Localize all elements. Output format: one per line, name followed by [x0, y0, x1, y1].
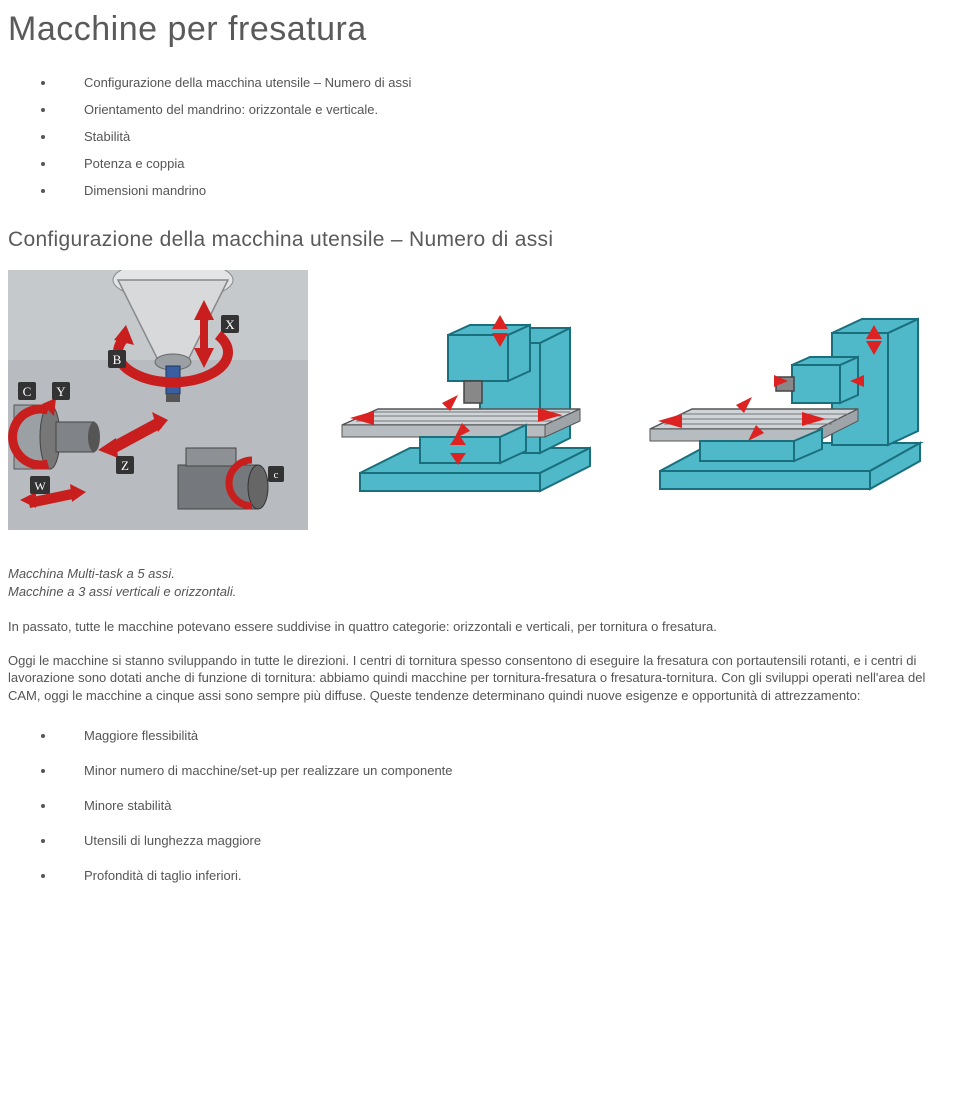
paragraph: In passato, tutte le macchine potevano e… [8, 618, 952, 636]
caption-2: Macchine a 3 assi verticali e orizzontal… [8, 583, 952, 601]
list-item: Orientamento del mandrino: orizzontale e… [56, 102, 952, 117]
horizontal-mill-illustration [642, 303, 932, 498]
page-title: Macchine per fresatura [8, 10, 952, 49]
list-item: Maggiore flessibilità [56, 728, 952, 743]
list-item: Utensili di lunghezza maggiore [56, 833, 952, 848]
list-item: Dimensioni mandrino [56, 183, 952, 198]
axis-label-y: Y [56, 384, 66, 399]
axis-label-w: W [34, 479, 46, 493]
list-item: Minore stabilità [56, 798, 952, 813]
list-item: Configurazione della macchina utensile –… [56, 75, 952, 90]
paragraph: Oggi le macchine si stanno sviluppando i… [8, 652, 952, 705]
multitask-5axis-illustration: X B C Y [8, 270, 308, 530]
caption-1: Macchina Multi-task a 5 assi. [8, 565, 952, 583]
bottom-bullet-list: Maggiore flessibilità Minor numero di ma… [56, 728, 952, 883]
vertical-mill-illustration [330, 303, 620, 498]
figure-captions: Macchina Multi-task a 5 assi. Macchine a… [8, 565, 952, 600]
section-heading: Configurazione della macchina utensile –… [8, 228, 952, 252]
axis-label-z: Z [121, 458, 129, 473]
list-item: Minor numero di macchine/set-up per real… [56, 763, 952, 778]
axis-label-c: C [23, 384, 32, 399]
figure-row: X B C Y [8, 270, 952, 535]
figure-multitask-5axis: X B C Y [8, 270, 308, 535]
axis-label-b: B [113, 352, 122, 367]
svg-text:c: c [274, 469, 279, 481]
list-item: Potenza e coppia [56, 156, 952, 171]
list-item: Stabilità [56, 129, 952, 144]
figure-vertical-3axis [330, 303, 620, 503]
axis-label-x: X [225, 317, 235, 332]
list-item: Profondità di taglio inferiori. [56, 868, 952, 883]
top-bullet-list: Configurazione della macchina utensile –… [56, 75, 952, 198]
figure-horizontal-3axis [642, 303, 932, 503]
